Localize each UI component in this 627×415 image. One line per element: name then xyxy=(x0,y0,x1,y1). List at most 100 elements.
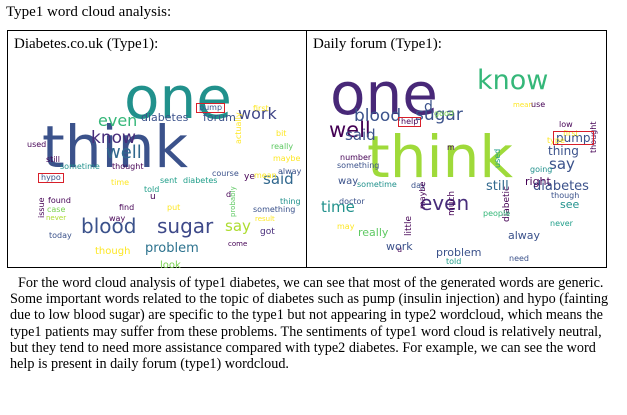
panel-title: Daily forum (Type1): xyxy=(313,36,442,52)
panel-daily-forum: Daily forum (Type1): one think know well sug… xyxy=(307,31,606,267)
word-sugar: sugar xyxy=(415,105,463,126)
word-course: course xyxy=(212,169,239,179)
word-way: way xyxy=(109,214,126,224)
word-one: one xyxy=(330,60,438,129)
word-use: use xyxy=(531,100,546,110)
word-cloud-figure: Diabetes.co.uk (Type1): think one blood sug… xyxy=(7,30,607,270)
word-something: something xyxy=(337,161,380,171)
word-never: never xyxy=(550,219,573,229)
word-say: say xyxy=(225,216,251,235)
word-never: never xyxy=(46,214,67,223)
word-ye: ye xyxy=(244,171,255,182)
word-mean: mean xyxy=(254,171,277,181)
word-really: really xyxy=(271,142,294,152)
word-one: one xyxy=(124,64,232,133)
word-pump: pump xyxy=(556,131,591,146)
word-said: said xyxy=(345,125,376,144)
word-well: well xyxy=(329,117,371,142)
word-though: though xyxy=(95,245,131,257)
word-think: think xyxy=(367,123,513,192)
word-sent: sent xyxy=(160,176,178,186)
panel-title: Diabetes.co.uk (Type1): xyxy=(14,36,159,52)
word-case: case xyxy=(47,205,66,215)
word-sugar: sugar xyxy=(157,213,214,238)
word-problem: problem xyxy=(436,245,482,259)
analysis-paragraph: For the word cloud analysis of type1 dia… xyxy=(10,275,609,373)
word-told: told xyxy=(446,257,462,267)
word-diabetes: diabetes xyxy=(141,110,189,124)
word-may: may xyxy=(337,222,355,232)
word-first: first xyxy=(563,129,579,139)
word-u: u xyxy=(150,191,156,202)
word-m: m xyxy=(447,143,455,153)
word-maybe: maybe xyxy=(273,154,301,164)
panel-diabetes-co-uk: Diabetes.co.uk (Type1): think one blood sug… xyxy=(8,31,306,270)
word-cloud-type1-diabetes-co-uk: think one blood sugar know well even work say sai… xyxy=(8,31,306,270)
highlight-box-hypo xyxy=(38,173,64,184)
word-thing: thing xyxy=(280,197,301,207)
word-hypo: hypo xyxy=(41,173,61,183)
word-diabetes: diabetes xyxy=(183,176,218,186)
word-see: see xyxy=(560,197,580,211)
word-bit: bit xyxy=(276,129,287,139)
word-way: way xyxy=(338,175,359,187)
word-well: well xyxy=(106,142,142,164)
word-today: today xyxy=(49,231,72,241)
word-sometime: sometime xyxy=(357,180,397,190)
word-people: people xyxy=(483,209,511,219)
word-time: time xyxy=(321,197,355,216)
word-forum: forum xyxy=(203,110,236,124)
word-alway: alway xyxy=(278,167,302,177)
word-alway: alway xyxy=(508,228,541,242)
word-said: said xyxy=(263,169,294,188)
word-work: work xyxy=(386,239,413,253)
word-come: come xyxy=(228,240,248,249)
word-put: put xyxy=(167,203,181,213)
highlight-box-pump xyxy=(553,131,594,146)
word-though: though xyxy=(551,191,580,201)
word-know: know xyxy=(91,128,136,149)
word-something: something xyxy=(253,205,296,215)
word-pump: pump xyxy=(199,103,223,113)
word-right: right xyxy=(525,174,551,188)
document-title: Type1 word cloud analysis: xyxy=(6,4,172,20)
panel-divider xyxy=(306,31,307,267)
word-help: help xyxy=(401,117,419,127)
word-type: type xyxy=(547,136,565,146)
word-look: look xyxy=(160,259,181,271)
word-result: result xyxy=(255,215,275,224)
word-work: work xyxy=(238,103,277,123)
word-d: d xyxy=(226,190,232,200)
word-time: time xyxy=(111,178,130,188)
word-low: low xyxy=(559,120,573,130)
word-issue: issue xyxy=(37,197,46,219)
word-going: going xyxy=(530,165,553,175)
word-find: find xyxy=(119,203,135,213)
word-maybe: maybe xyxy=(418,182,427,210)
word-used: used xyxy=(27,140,47,150)
word-need: need xyxy=(509,254,529,264)
word-told: told xyxy=(144,185,160,195)
word-number: number xyxy=(340,153,372,163)
word-think: think xyxy=(42,113,188,182)
word-good: good xyxy=(434,109,454,119)
word-know: know xyxy=(477,64,549,96)
word-sometime: sometime xyxy=(60,162,100,172)
highlight-box-help xyxy=(398,117,422,128)
word-really: really xyxy=(358,225,389,239)
word-much: much xyxy=(447,190,457,216)
word-doctor: doctor xyxy=(339,197,365,207)
word-say: say xyxy=(549,154,575,173)
word-blood: blood xyxy=(81,213,137,238)
word-even: even xyxy=(420,190,470,215)
word-used: used xyxy=(493,149,502,169)
word-u: u xyxy=(397,245,403,255)
highlight-box-pump xyxy=(196,103,226,114)
word-found: found xyxy=(48,196,71,206)
word-thing: thing xyxy=(548,144,579,159)
word-thought: thought xyxy=(112,162,144,172)
word-actually: actually xyxy=(234,112,243,145)
word-day: day xyxy=(411,181,426,191)
word-blood: blood xyxy=(354,106,402,127)
word-first: first xyxy=(253,104,269,114)
